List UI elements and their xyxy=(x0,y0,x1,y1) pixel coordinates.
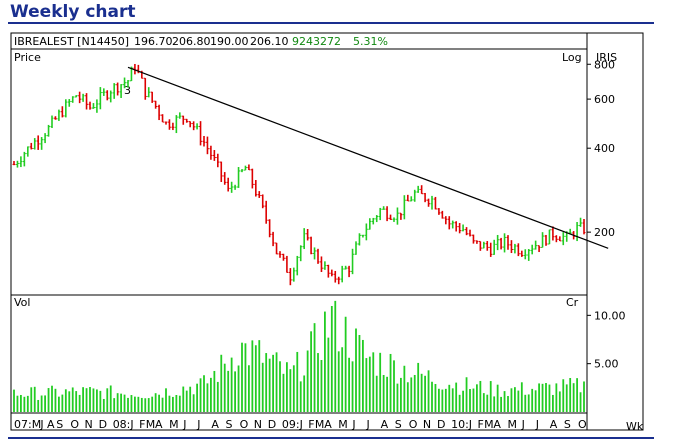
x-tick-label: A xyxy=(381,418,389,431)
y-axis-ticks: 800 600 400 200 10.00 5.00 xyxy=(587,58,626,371)
x-tick-label: S xyxy=(226,418,233,431)
x-tick-label: O xyxy=(240,418,249,431)
x-tick-label: O xyxy=(409,418,418,431)
log-label: Log xyxy=(562,51,582,64)
high-value: 206.80 xyxy=(172,35,211,48)
x-tick-label: A xyxy=(493,418,501,431)
iris-label: IRIS xyxy=(596,51,617,64)
x-tick-label: A xyxy=(211,418,219,431)
bottom-rule xyxy=(8,437,654,439)
volume-y-tick-label: 5.00 xyxy=(594,358,619,371)
x-tick-label: J xyxy=(521,418,525,431)
page-title: Weekly chart xyxy=(10,2,136,22)
vol-label: Vol xyxy=(14,296,30,309)
x-tick-label: D xyxy=(268,418,276,431)
cr-label: Cr xyxy=(566,296,579,309)
x-tick-label: F xyxy=(139,418,145,431)
x-tick-label: 08:J xyxy=(113,418,134,431)
x-tick-label: S xyxy=(56,418,63,431)
trendline-layer xyxy=(127,66,609,249)
volume-value: 9243272 xyxy=(292,35,341,48)
x-tick-label: 09:J xyxy=(282,418,303,431)
price-label: Price xyxy=(14,51,41,64)
close-value: 206.10 xyxy=(250,35,289,48)
y-axis-frame xyxy=(586,32,644,431)
x-tick-label: M xyxy=(484,418,494,431)
x-axis-ticks: 07:M J A S O N D 08:J F M A M J J A S O N D 09:J F M A M J J A S O N D… xyxy=(14,418,587,431)
x-tick-label: N xyxy=(254,418,262,431)
x-tick-label: J xyxy=(366,418,370,431)
x-tick-label: J xyxy=(535,418,539,431)
x-tick-label: F xyxy=(308,418,314,431)
x-tick-label: M xyxy=(146,418,156,431)
wave-label: 3 xyxy=(124,84,131,97)
x-tick-label: O xyxy=(578,418,587,431)
title-underline xyxy=(8,22,654,24)
x-tick-label: D xyxy=(99,418,107,431)
x-tick-label: A xyxy=(550,418,558,431)
x-tick-label: N xyxy=(423,418,431,431)
x-tick-label: A xyxy=(47,418,55,431)
x-tick-label: J xyxy=(196,418,200,431)
price-y-tick-label: 200 xyxy=(594,226,615,239)
wk-label: Wk xyxy=(626,420,644,433)
x-tick-label: J xyxy=(351,418,355,431)
x-tick-label: A xyxy=(155,418,163,431)
x-tick-label: M xyxy=(315,418,325,431)
x-tick-label: S xyxy=(564,418,571,431)
low-value: 190.00 xyxy=(210,35,249,48)
price-candles xyxy=(12,63,586,286)
price-y-tick-label: 400 xyxy=(594,142,615,155)
x-tick-label: N xyxy=(85,418,93,431)
volume-bars xyxy=(13,300,585,412)
x-tick-label: 07:M xyxy=(14,418,41,431)
trendline xyxy=(127,66,609,249)
x-tick-label: F xyxy=(478,418,484,431)
x-tick-label: M xyxy=(508,418,518,431)
price-panel-frame xyxy=(10,32,588,296)
open-value: 196.70 xyxy=(134,35,173,48)
change-value: 5.31% xyxy=(353,35,388,48)
volume-y-tick-label: 10.00 xyxy=(594,309,626,322)
symbol-label: IBREALEST [N14450] xyxy=(14,35,129,48)
price-y-tick-label: 800 xyxy=(594,58,615,71)
x-tick-label: S xyxy=(395,418,402,431)
x-axis-frame xyxy=(10,412,588,431)
x-tick-label: A xyxy=(324,418,332,431)
x-tick-label: D xyxy=(437,418,445,431)
x-tick-label: 10:J xyxy=(451,418,472,431)
x-tick-label: M xyxy=(338,418,348,431)
x-tick-label: M xyxy=(169,418,179,431)
x-tick-label: J xyxy=(182,418,186,431)
price-y-tick-label: 600 xyxy=(594,93,615,106)
x-tick-label: J xyxy=(39,418,43,431)
x-tick-label: O xyxy=(70,418,79,431)
